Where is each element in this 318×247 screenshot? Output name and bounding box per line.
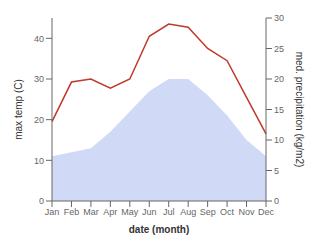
svg-text:May: May (121, 207, 139, 217)
svg-text:Jul: Jul (163, 207, 175, 217)
svg-text:20: 20 (34, 115, 44, 125)
svg-text:30: 30 (34, 74, 44, 84)
svg-text:Jun: Jun (142, 207, 157, 217)
svg-text:med. precipitation (kg/m2): med. precipitation (kg/m2) (294, 52, 305, 168)
svg-text:40: 40 (34, 34, 44, 44)
svg-text:20: 20 (274, 74, 284, 84)
svg-text:Nov: Nov (239, 207, 256, 217)
svg-text:date (month): date (month) (129, 224, 190, 235)
svg-text:Jan: Jan (45, 207, 60, 217)
svg-text:30: 30 (274, 13, 284, 23)
svg-text:25: 25 (274, 44, 284, 54)
svg-text:Mar: Mar (83, 207, 99, 217)
svg-text:Dec: Dec (258, 207, 275, 217)
svg-text:0: 0 (274, 196, 279, 206)
svg-text:10: 10 (34, 156, 44, 166)
svg-text:max temp (C): max temp (C) (13, 79, 24, 140)
svg-text:Feb: Feb (64, 207, 80, 217)
svg-text:10: 10 (274, 135, 284, 145)
svg-text:15: 15 (274, 105, 284, 115)
svg-text:Sep: Sep (200, 207, 216, 217)
svg-text:0: 0 (39, 196, 44, 206)
svg-text:Aug: Aug (180, 207, 196, 217)
svg-text:5: 5 (274, 166, 279, 176)
svg-text:Apr: Apr (103, 207, 117, 217)
svg-text:Oct: Oct (220, 207, 235, 217)
